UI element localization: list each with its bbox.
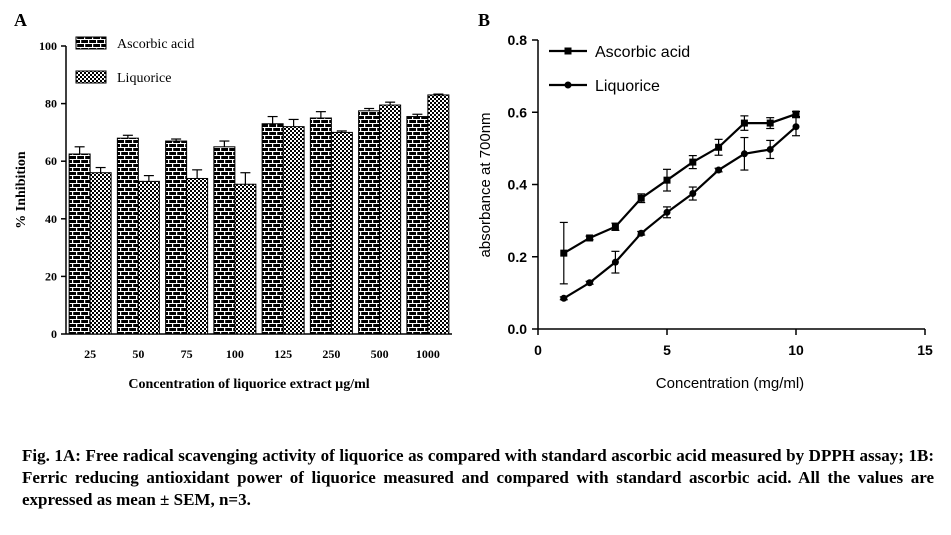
panel-b-point xyxy=(663,208,671,216)
panel-b-x-tick-label: 15 xyxy=(917,342,933,358)
panel-a-x-axis-label: Concentration of liquorice extract µg/ml xyxy=(128,377,369,392)
panel-a-label: A xyxy=(14,10,27,30)
panel-b-point xyxy=(740,119,748,127)
panel-a-legend-label: Ascorbic acid xyxy=(117,37,194,52)
panel-b-line-chart: B 0.0 0.2 0.4 0.6 0.8 0 5 10 15 Ascorbic acid Liq… xyxy=(477,10,933,392)
figure-caption: Fig. 1A: Free radical scavenging activit… xyxy=(22,446,934,509)
panel-b-legend-marker xyxy=(564,81,572,89)
panel-a-bar xyxy=(186,177,209,335)
panel-a-legend-label: Liquorice xyxy=(117,71,171,86)
panel-a-bar xyxy=(116,137,139,335)
panel-b-point xyxy=(586,234,594,242)
panel-a-bar xyxy=(427,94,450,335)
panel-a-bar xyxy=(89,172,112,335)
panel-a-y-tick-label: 20 xyxy=(45,269,57,283)
panel-a-y-tick-label: 60 xyxy=(45,154,57,168)
panel-a-y-axis-label: % Inhibition xyxy=(14,151,29,229)
panel-b-x-tick-label: 5 xyxy=(663,342,671,358)
panel-b-legend: Ascorbic acid Liquorice xyxy=(549,44,690,95)
panel-b-point xyxy=(586,279,594,287)
panel-a-x-tick-label: 250 xyxy=(322,347,340,361)
panel-b-point xyxy=(740,150,748,158)
panel-b-point xyxy=(689,158,697,166)
panel-a-bar-chart: A 0 20 40 60 80 100 25 50 75 100 125 250 500 1000 Asc… xyxy=(14,10,452,392)
panel-b-y-tick-label: 0.4 xyxy=(508,177,528,193)
panel-a-legend-swatch xyxy=(75,70,107,84)
panel-a-bar xyxy=(213,146,236,335)
panel-b-series xyxy=(559,110,800,302)
panel-a-bar xyxy=(68,153,91,335)
panel-a-x-tick-label: 500 xyxy=(371,347,389,361)
panel-b-point xyxy=(637,229,645,237)
panel-a-bar xyxy=(137,180,160,335)
panel-b-legend-label: Ascorbic acid xyxy=(595,44,690,61)
panel-a-bar xyxy=(379,104,402,335)
panel-b-x-tick-label: 10 xyxy=(788,342,804,358)
panel-b-point xyxy=(611,258,619,266)
panel-a-y-tick-label: 40 xyxy=(45,212,57,226)
panel-a-x-tick-label: 25 xyxy=(84,347,96,361)
panel-b-x-axis-label: Concentration (mg/ml) xyxy=(656,375,804,392)
panel-b-y-tick-label: 0.6 xyxy=(508,104,528,120)
panel-b-x-tick-label: 0 xyxy=(534,342,542,358)
panel-b-y-tick-label: 0.8 xyxy=(508,32,528,48)
panel-b-legend-label: Liquorice xyxy=(595,78,660,95)
panel-a-bars xyxy=(68,93,450,335)
panel-b-point xyxy=(560,249,568,257)
panel-b-point xyxy=(637,194,645,202)
panel-b-series-line xyxy=(563,125,797,300)
panel-b-point xyxy=(715,166,723,174)
panel-b-y-tick-label: 0.0 xyxy=(508,321,528,337)
panel-a-bar xyxy=(165,140,188,335)
panel-a-bar xyxy=(282,126,305,335)
panel-b-point xyxy=(560,294,568,302)
panel-b-point xyxy=(766,119,774,127)
panel-a-bar xyxy=(330,131,353,335)
panel-b-y-tick-label: 0.2 xyxy=(508,249,528,265)
panel-a-axes: 0 20 40 60 80 100 25 50 75 100 125 250 500 1000 xyxy=(39,39,452,361)
panel-a-x-tick-label: 75 xyxy=(181,347,193,361)
panel-a-bar xyxy=(406,116,429,335)
panel-a-y-tick-label: 100 xyxy=(39,39,57,53)
panel-b-point xyxy=(611,223,619,231)
panel-a-legend-swatch xyxy=(75,36,107,50)
panel-a-x-tick-label: 125 xyxy=(274,347,292,361)
panel-a-x-tick-label: 100 xyxy=(226,347,244,361)
panel-b-series-line xyxy=(563,113,797,255)
panel-a-y-tick-label: 0 xyxy=(51,327,57,341)
panel-b-axes: 0.0 0.2 0.4 0.6 0.8 0 5 10 15 xyxy=(508,32,933,358)
panel-a-y-tick-label: 80 xyxy=(45,97,57,111)
panel-b-point xyxy=(792,123,800,131)
panel-b-point xyxy=(766,145,774,153)
panel-b-point xyxy=(689,190,697,198)
panel-a-bar xyxy=(309,117,332,335)
panel-b-legend-marker xyxy=(564,47,572,55)
panel-a-legend: Ascorbic acid Liquorice xyxy=(75,36,194,86)
panel-a-bar xyxy=(261,123,284,335)
panel-a-bar xyxy=(358,110,381,335)
panel-a-bar xyxy=(234,183,257,335)
panel-b-y-axis-label: absorbance at 700nm xyxy=(477,112,494,257)
panel-b-point xyxy=(663,176,671,184)
panel-a-x-tick-label: 50 xyxy=(132,347,144,361)
panel-b-point xyxy=(792,110,800,118)
panel-b-label: B xyxy=(478,10,490,30)
panel-a-x-tick-label: 1000 xyxy=(416,347,440,361)
panel-b-point xyxy=(715,143,723,151)
